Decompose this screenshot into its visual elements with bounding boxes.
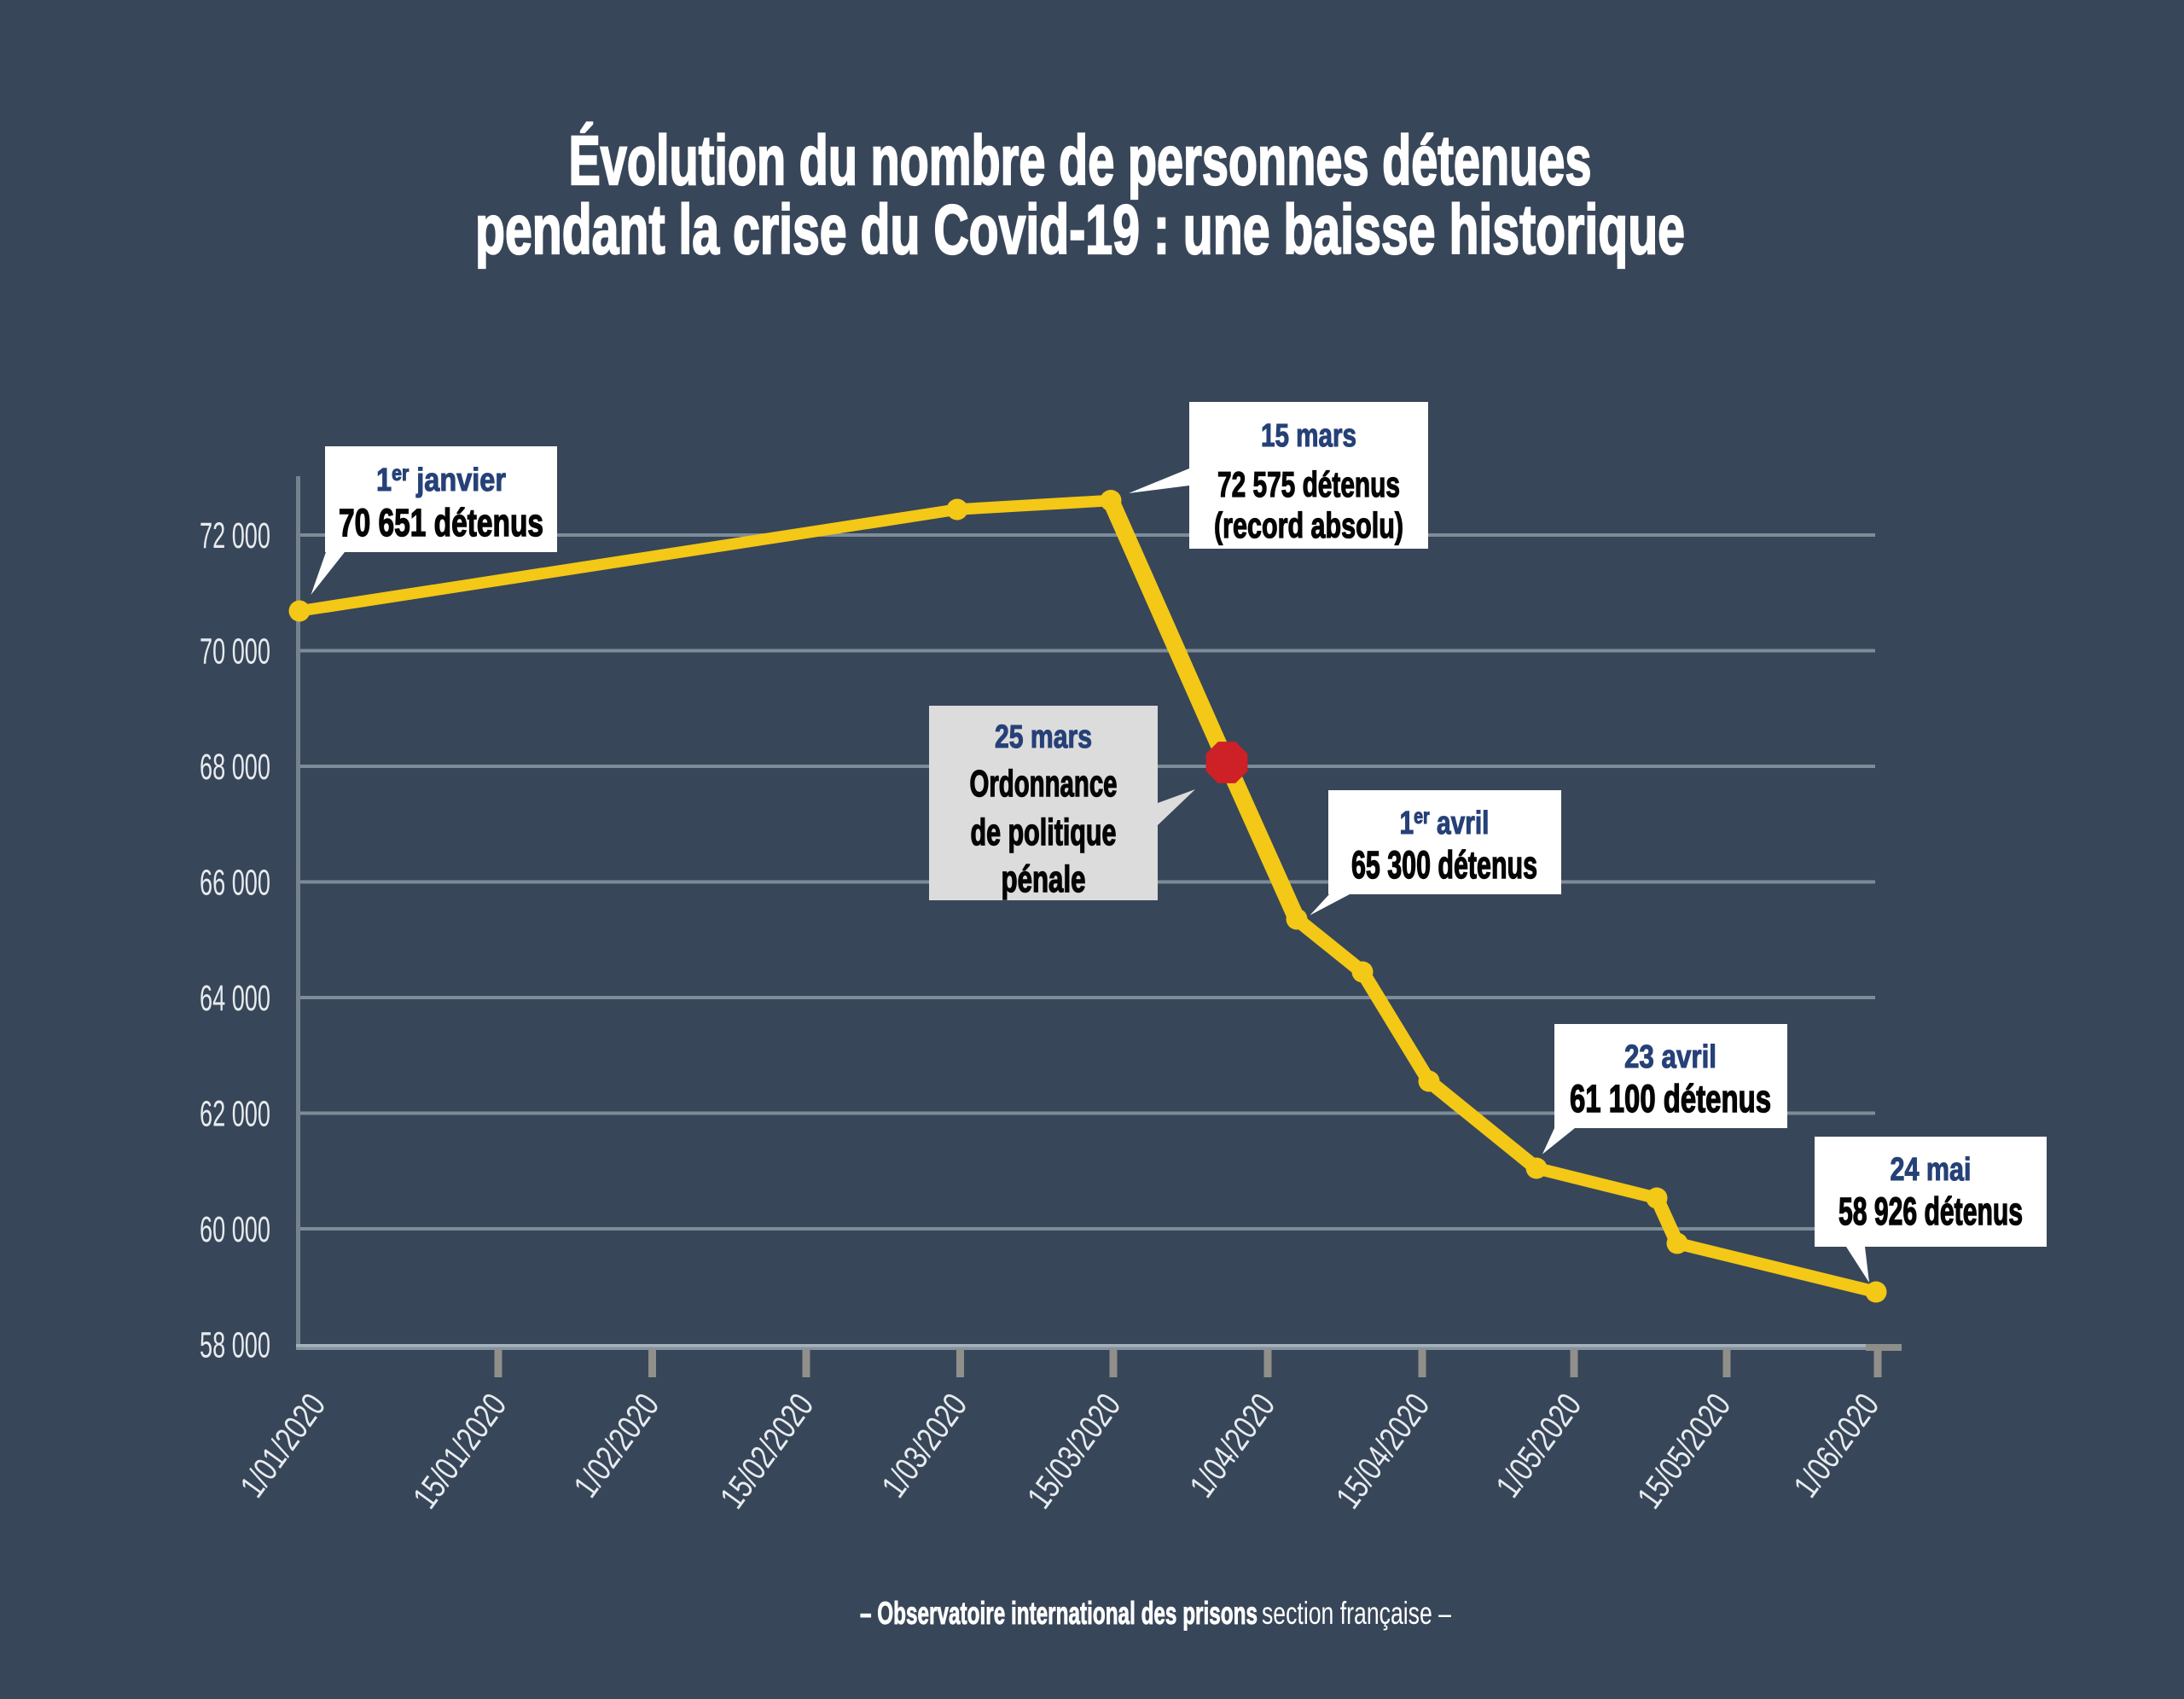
svg-text:65 300 détenus: 65 300 détenus	[1351, 843, 1537, 887]
svg-text:23 avril: 23 avril	[1624, 1039, 1716, 1075]
svg-text:– Observatoire international d: – Observatoire international des prisons	[860, 1596, 1258, 1631]
svg-text:24 mai: 24 mai	[1891, 1152, 1972, 1188]
svg-text:pénale: pénale	[1002, 858, 1086, 900]
svg-text:64 000: 64 000	[200, 978, 270, 1019]
svg-text:Ordonnance: Ordonnance	[970, 763, 1118, 805]
svg-text:58 926 détenus: 58 926 détenus	[1838, 1190, 2023, 1233]
svg-text:Évolution du nombre de personn: Évolution du nombre de personnes détenue…	[569, 122, 1592, 200]
svg-text:62 000: 62 000	[200, 1094, 270, 1135]
svg-text:25 mars: 25 mars	[995, 719, 1092, 755]
svg-text:72 000: 72 000	[200, 515, 270, 556]
svg-text:70 000: 70 000	[200, 631, 270, 672]
svg-text:de politique: de politique	[971, 812, 1117, 853]
svg-text:1er avril: 1er avril	[1400, 805, 1490, 841]
svg-text:(record absolu): (record absolu)	[1214, 505, 1403, 545]
svg-text:pendant la crise du Covid-19 :: pendant la crise du Covid-19 : une baiss…	[475, 191, 1685, 269]
svg-text:72 575 détenus: 72 575 détenus	[1217, 464, 1400, 504]
svg-text:70 651 détenus: 70 651 détenus	[339, 501, 543, 544]
svg-text:58 000: 58 000	[200, 1325, 270, 1366]
svg-text:section française –: section française –	[1262, 1596, 1451, 1631]
svg-text:68 000: 68 000	[200, 747, 270, 788]
svg-text:66 000: 66 000	[200, 863, 270, 904]
svg-text:15 mars: 15 mars	[1261, 418, 1356, 454]
svg-text:60 000: 60 000	[200, 1209, 270, 1250]
svg-text:61 100 détenus: 61 100 détenus	[1570, 1077, 1771, 1120]
